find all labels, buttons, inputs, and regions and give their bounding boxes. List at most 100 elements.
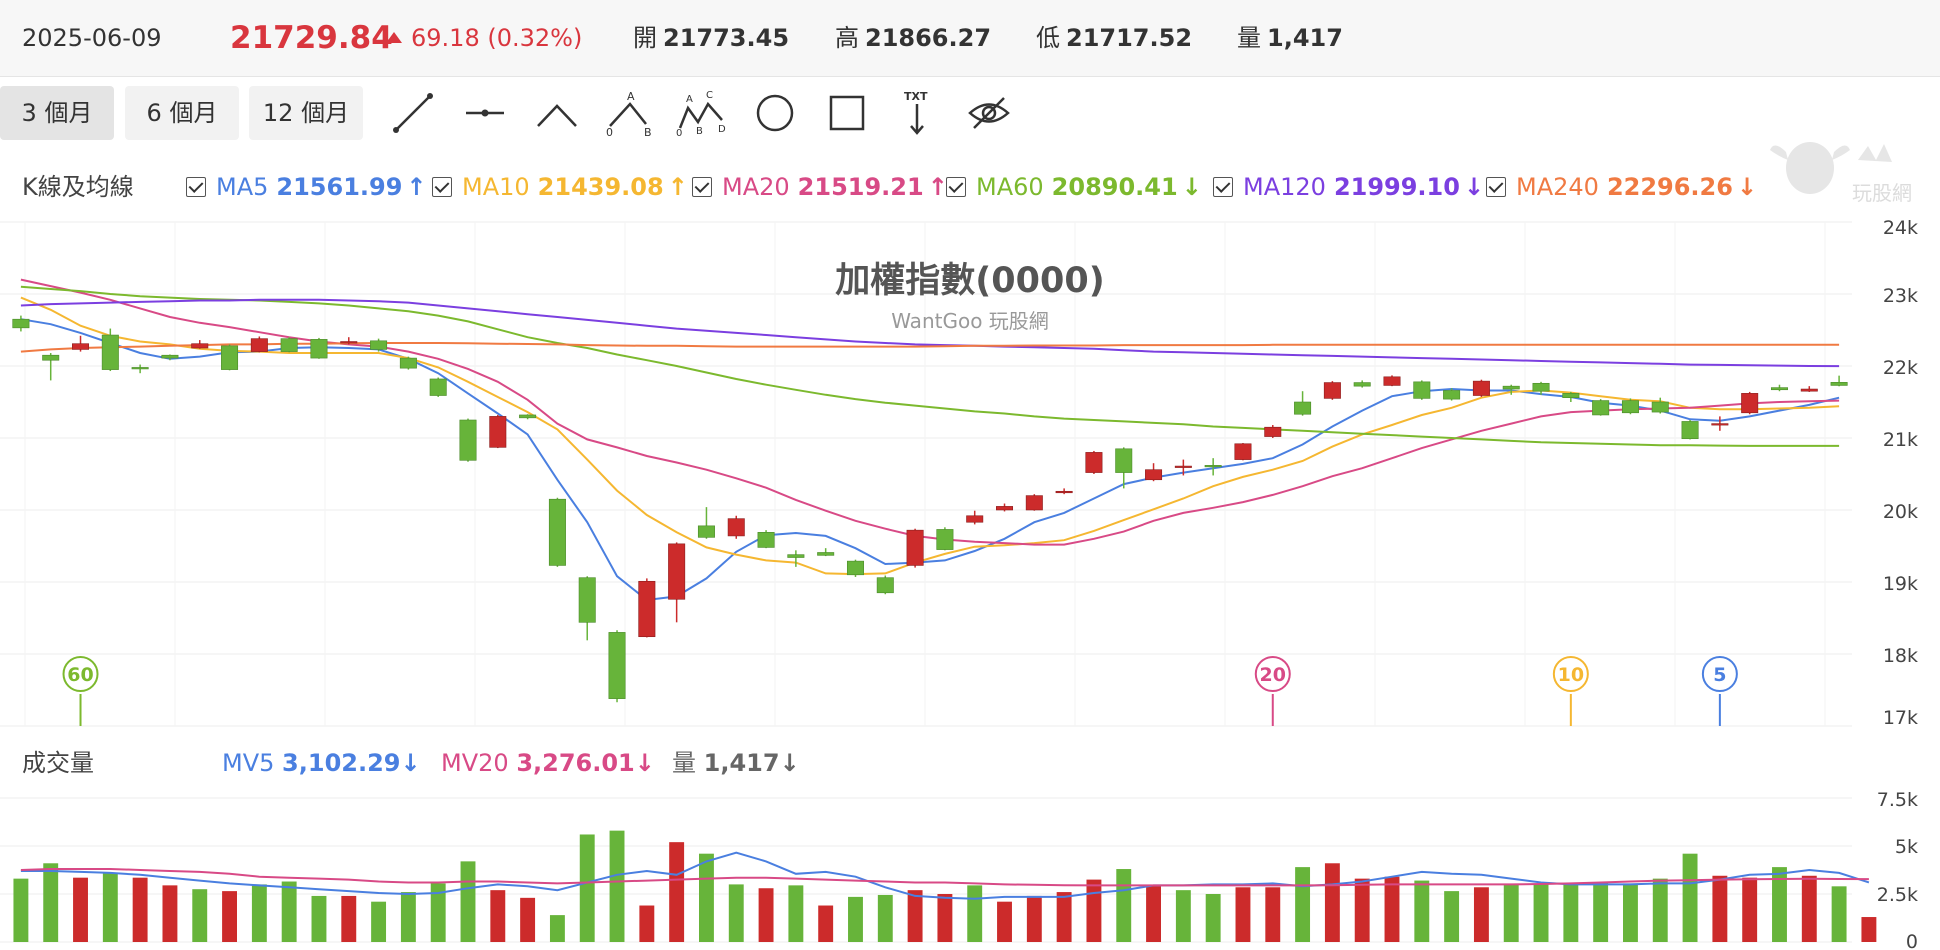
abc-pattern-tool-icon[interactable]: A 0 B [604,90,656,136]
ma-period-marker: 5 [1701,656,1738,726]
ma240-label: MA240 [1516,173,1599,201]
ma120-label: MA120 [1243,173,1326,201]
rectangle-tool-icon[interactable] [824,90,870,136]
candle-body [638,580,656,638]
candle-body [1800,388,1818,392]
ma240-checkbox[interactable] [1486,177,1506,197]
price-tick-label: 24k [1883,218,1918,239]
period-12m-button[interactable]: 12 個月 [249,86,363,140]
volume-bar [400,892,416,942]
high-stat: 高 21866.27 [835,0,991,76]
ma120-line [20,298,1840,368]
volume-bar [1503,884,1519,942]
angle-tool-icon[interactable] [534,90,580,136]
candle-body [1472,380,1490,396]
ma20-value: 21519.21 [797,173,924,201]
open-stat: 開 21773.45 [633,0,789,76]
volume-bar [1414,880,1430,942]
volume-bar [73,877,88,942]
low-value: 21717.52 [1066,24,1193,52]
volume-bar [192,889,208,942]
volume-bar [907,890,923,942]
ma5-value: 21561.99 [276,173,403,201]
mv20-value: 3,276.01 [516,749,635,777]
circle-tool-icon[interactable] [752,90,798,136]
volume-bar [43,863,59,942]
ma5-toggle[interactable]: MA5 21561.99 ↑ [186,160,427,214]
volume-bar [699,853,714,942]
hide-eye-icon[interactable] [966,90,1012,136]
open-label: 開 [633,24,657,52]
abcd-label-0: 0 [676,128,682,136]
ma10-arrow: ↑ [667,173,688,201]
volume-bar [1861,917,1877,942]
marker-circle [1701,656,1738,692]
volume-bar [669,842,685,942]
chart-watermark: WantGoo 玩股網 [891,309,1049,333]
ma120-checkbox[interactable] [1213,177,1233,197]
volume-bar [132,877,148,942]
ma5-label: MA5 [216,173,269,201]
candle-body [191,343,209,349]
text-tool-icon[interactable]: TXT [896,90,942,136]
volume-bar [1772,867,1787,942]
candle-body [131,367,149,370]
candle-body [221,345,239,370]
candle-body [1830,382,1848,386]
volume-bar [341,895,357,942]
ma240-toggle[interactable]: MA240 22296.26 ↓ [1486,160,1757,214]
price-tick-label: 20k [1883,501,1918,523]
high-label: 高 [835,24,859,52]
volume-bar [520,897,536,942]
price-tick-label: 22k [1883,357,1918,379]
ma-period-marker: 60 [62,656,99,726]
candle-body [1681,421,1699,440]
volume-value: 1,417 [1267,24,1343,52]
period-6m-button[interactable]: 6 個月 [125,86,239,140]
ma20-checkbox[interactable] [692,177,712,197]
candle-body [548,498,566,566]
volume-bar [967,885,983,942]
ma240-arrow: ↓ [1736,173,1758,201]
candle-body [1413,381,1431,399]
volume-bar [1682,853,1698,942]
logo-text: 玩股網 [1852,181,1912,205]
ma120-value: 21999.10 [1333,173,1460,201]
ma10-checkbox[interactable] [432,177,452,197]
volume-chart[interactable]: 7.5k 5k 2.5k 0 [0,790,1940,950]
ma60-label: MA60 [976,173,1044,201]
candle-body [1085,452,1103,473]
ma60-checkbox[interactable] [946,177,966,197]
volume-bar [430,883,446,942]
candle-body [668,543,686,600]
candle-body [429,378,447,396]
mv20-line [20,868,1869,887]
volume-bar [1265,887,1281,942]
ma60-line [20,285,1840,447]
price-tick-label: 19k [1883,573,1918,595]
candle-body [1264,426,1282,437]
quote-date: 2025-06-09 [22,24,162,52]
period-3m-button[interactable]: 3 個月 [0,86,114,140]
price-chart[interactable]: 加權指數(0000) WantGoo 玩股網 60 20 10 5 24k 23k 22k… [0,218,1940,728]
candle-body [1651,401,1669,413]
candle-body [1025,495,1043,511]
ma60-toggle[interactable]: MA60 20890.41 ↓ [946,160,1202,214]
volume-bar [162,885,178,942]
volume-bar [1086,879,1102,942]
ma5-checkbox[interactable] [186,177,206,197]
abcd-pattern-tool-icon[interactable]: A C 0 B D [674,90,730,136]
ma20-toggle[interactable]: MA20 21519.21 ↑ [692,160,948,214]
ma-markers: 60 20 10 5 [62,656,1738,726]
up-triangle-icon [386,32,402,43]
candles [12,315,1848,703]
ma20-label: MA20 [722,173,790,201]
ma120-toggle[interactable]: MA120 21999.10 ↓ [1213,160,1484,214]
candle-body [399,357,417,369]
horizontal-line-tool-icon[interactable] [462,90,508,136]
line-tool-icon[interactable] [390,90,436,136]
mv5-arrow: ↓ [400,749,421,777]
candle-body [1592,400,1610,416]
price-tick-label: 21k [1883,429,1918,451]
ma10-toggle[interactable]: MA10 21439.08 ↑ [432,160,688,214]
